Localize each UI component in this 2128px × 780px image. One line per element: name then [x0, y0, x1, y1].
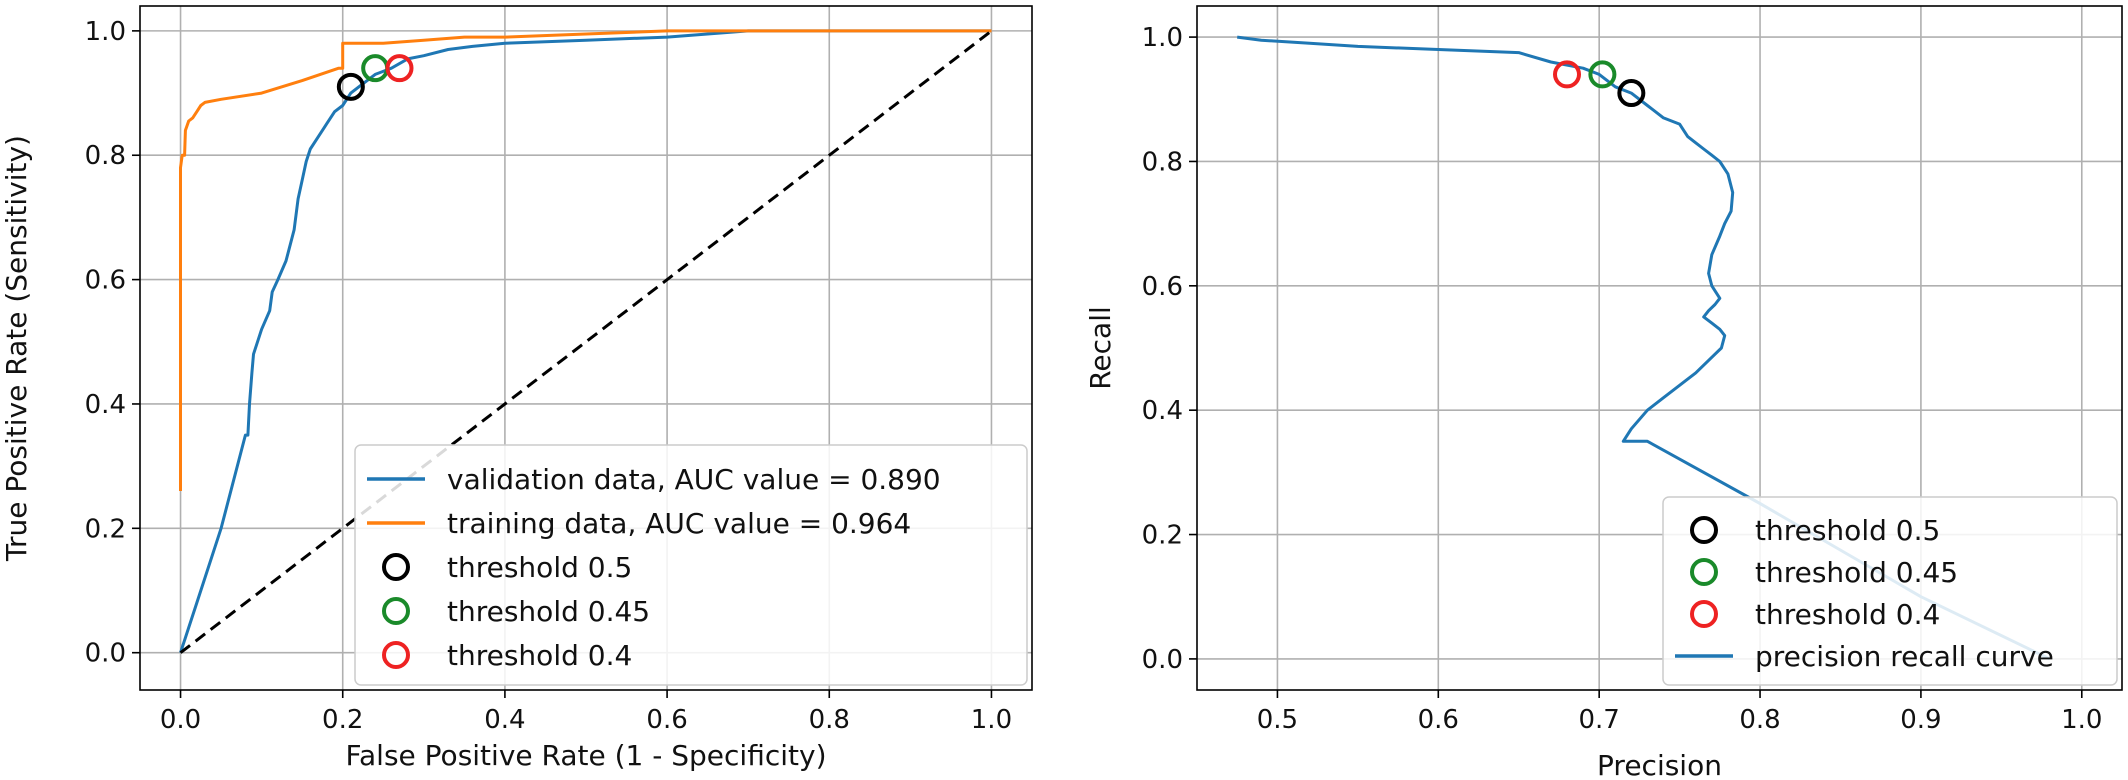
- series-line: [179, 29, 992, 491]
- x-tick-label: 0.8: [1739, 705, 1780, 735]
- y-tick-label: 0.4: [85, 390, 126, 420]
- threshold-marker: [1588, 60, 1617, 89]
- threshold-marker: [385, 54, 414, 83]
- y-tick-label: 0.8: [1142, 147, 1183, 177]
- x-axis-label: Precision: [1597, 749, 1722, 780]
- legend-label: precision recall curve: [1755, 640, 2054, 673]
- legend-label: threshold 0.5: [1755, 514, 1940, 547]
- legend-box: [354, 444, 1028, 686]
- y-tick-label: 0.2: [85, 514, 126, 544]
- x-tick-label: 0.2: [322, 705, 363, 735]
- legend-label: threshold 0.5: [447, 551, 632, 584]
- legend-label: threshold 0.45: [1755, 556, 1958, 589]
- threshold-marker: [361, 54, 390, 83]
- series-line: [179, 29, 992, 654]
- legend-label: threshold 0.4: [1755, 598, 1940, 631]
- x-tick-label: 0.6: [646, 705, 687, 735]
- y-tick-label: 0.6: [85, 266, 126, 296]
- x-tick-label: 0.7: [1578, 705, 1619, 735]
- y-tick-label: 1.0: [1142, 23, 1183, 53]
- y-tick-label: 0.8: [85, 141, 126, 171]
- x-tick-label: 1.0: [2061, 705, 2102, 735]
- x-tick-label: 0.8: [809, 705, 850, 735]
- plot-frame: [1196, 5, 2123, 691]
- y-tick-label: 0.0: [85, 639, 126, 669]
- y-axis-label: Recall: [1084, 306, 1117, 390]
- threshold-marker: [336, 72, 365, 101]
- legend-box: [1662, 496, 2118, 686]
- y-tick-label: 0.4: [1142, 396, 1183, 426]
- legend-label: threshold 0.45: [447, 595, 650, 628]
- x-axis-label: False Positive Rate (1 - Specificity): [345, 739, 826, 772]
- legend-circle-swatch: [1690, 558, 1718, 586]
- legend-circle-swatch: [382, 641, 410, 669]
- legend-circle-swatch: [382, 597, 410, 625]
- x-tick-label: 0.0: [160, 705, 201, 735]
- precision-recall-chart: 0.5 0.6 0.7 0.8 0.9 1.0 0.0 0.2 0.4 0.6 0.8 1.0 Prec…: [1084, 5, 2123, 780]
- y-tick-label: 1.0: [85, 17, 126, 47]
- legend-label: threshold 0.4: [447, 639, 632, 672]
- legend-circle-swatch: [382, 553, 410, 581]
- y-tick-label: 0.6: [1142, 272, 1183, 302]
- x-tick-label: 0.5: [1257, 705, 1298, 735]
- y-tick-label: 0.2: [1142, 521, 1183, 551]
- x-tick-label: 0.6: [1418, 705, 1459, 735]
- y-tick-label: 0.0: [1142, 645, 1183, 675]
- y-axis-label: True Positive Rate (Sensitivity): [0, 135, 33, 562]
- x-tick-label: 0.9: [1900, 705, 1941, 735]
- legend-circle-swatch: [1690, 516, 1718, 544]
- x-tick-label: 0.4: [484, 705, 525, 735]
- roc-chart: 0.0 0.2 0.4 0.6 0.8 1.0 0.0 0.2 0.4 0.6 0.8 1.0 Fals…: [0, 5, 1033, 772]
- x-tick-label: 1.0: [971, 705, 1012, 735]
- legend-circle-swatch: [1690, 600, 1718, 628]
- threshold-marker: [1553, 60, 1581, 89]
- legend-label: training data, AUC value = 0.964: [447, 507, 911, 540]
- legend-label: validation data, AUC value = 0.890: [447, 463, 941, 496]
- plot-frame: [139, 5, 1033, 691]
- threshold-marker: [1617, 79, 1646, 108]
